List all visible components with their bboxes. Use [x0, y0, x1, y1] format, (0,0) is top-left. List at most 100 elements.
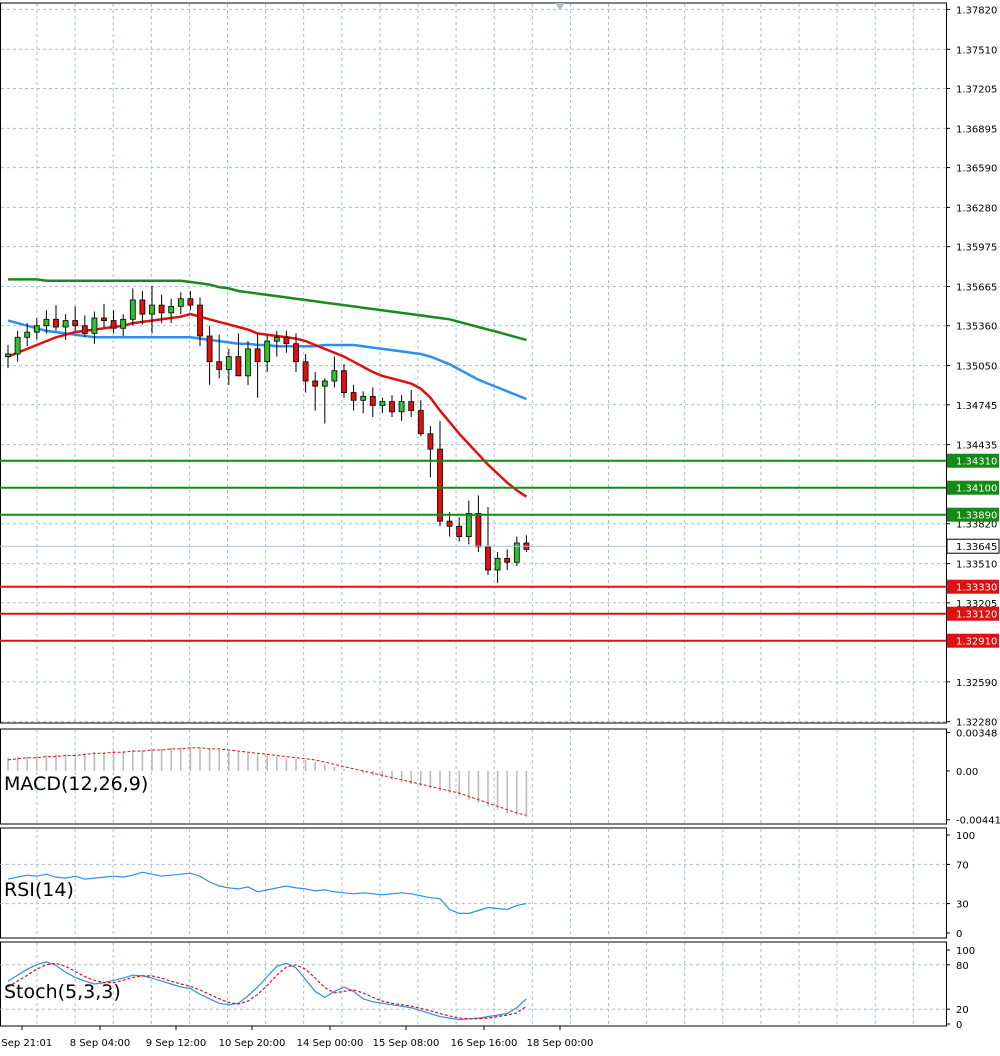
price-tick-label: 1.36280 — [956, 203, 997, 214]
rsi-tick-label: 100 — [956, 831, 975, 842]
support-badge — [947, 606, 999, 621]
price-tick-label: 1.36590 — [956, 164, 997, 175]
price-tick-label: 1.34435 — [956, 441, 997, 452]
time-tick-label: 16 Sep 16:00 — [451, 1038, 518, 1049]
price-tick-label: 1.37510 — [956, 45, 997, 56]
support-badge — [947, 579, 999, 594]
rsi-line — [7, 871, 527, 915]
candle-bullish — [62, 320, 69, 328]
candle-bearish — [312, 380, 319, 387]
candle-bullish — [43, 318, 50, 327]
price-tick-label: 1.33820 — [956, 520, 997, 531]
candle-bearish — [72, 320, 79, 327]
rsi-panel — [0, 863, 946, 915]
price-tick-label: 1.34745 — [956, 401, 997, 412]
resistance-badge — [947, 453, 999, 468]
candle-bullish — [331, 370, 338, 382]
candle-bearish — [53, 318, 59, 328]
candle-bearish — [254, 348, 261, 363]
price-tick-label: 1.33205 — [956, 599, 997, 610]
candle-bullish — [129, 299, 136, 320]
ma-green-line — [8, 278, 527, 342]
candle-bullish — [513, 542, 520, 563]
price-tick-label: 1.37205 — [956, 85, 997, 96]
time-tick-label: 5 Sep 21:01 — [0, 1038, 52, 1049]
time-tick-label: 14 Sep 00:00 — [297, 1038, 364, 1049]
candle-bullish — [360, 396, 367, 401]
candle-bullish — [120, 318, 127, 329]
candle-bullish — [321, 380, 328, 387]
candle-bearish — [293, 343, 299, 363]
candle-bearish — [158, 304, 165, 314]
macd-tick-label: 0.00348 — [956, 729, 997, 740]
stoch-tick-label: 20 — [956, 1005, 969, 1016]
candle-bearish — [341, 370, 347, 393]
candle-bullish — [24, 331, 31, 338]
price-panel — [0, 3, 946, 642]
macd-panel — [7, 746, 528, 818]
candle-bearish — [350, 392, 357, 401]
candle-bullish — [5, 353, 11, 357]
price-tick-label: 1.35975 — [956, 243, 997, 254]
candle-bearish — [456, 525, 463, 537]
candle-bearish — [187, 298, 194, 306]
price-tick-label: 1.32590 — [956, 678, 997, 689]
stoch-tick-label: 0 — [956, 1020, 962, 1031]
candle-bearish — [206, 335, 213, 363]
current-price-badge — [946, 538, 1000, 554]
resistance-badge — [947, 480, 999, 495]
price-tick-label: 1.35665 — [956, 283, 997, 294]
stoch-d-line — [7, 962, 527, 1020]
candle-bearish — [139, 299, 146, 315]
pane-frame-rsi — [0, 827, 947, 939]
candle-bearish — [408, 401, 415, 411]
candle-bullish — [14, 336, 21, 355]
candle-bullish — [177, 298, 184, 307]
price-tick-label: 1.35360 — [956, 322, 997, 333]
time-tick-label: 10 Sep 20:00 — [219, 1038, 286, 1049]
candle-bullish — [264, 340, 271, 363]
candle-bearish — [417, 410, 424, 435]
rsi-tick-label: 0 — [956, 929, 962, 940]
candle-bearish — [235, 356, 242, 377]
candle-bearish — [427, 433, 434, 450]
pane-frame-price — [0, 2, 947, 724]
time-tick-label: 9 Sep 12:00 — [146, 1038, 206, 1049]
shift-marker-icon — [555, 3, 565, 10]
price-tick-label: 1.35050 — [956, 362, 997, 373]
macd-signal-line — [7, 747, 527, 816]
resistance-label: 1.33890 — [956, 511, 997, 522]
candle-bearish — [485, 546, 491, 571]
candle-bearish — [110, 320, 117, 329]
pane-frame-macd — [0, 728, 947, 825]
candle-bullish — [168, 306, 175, 314]
price-tick-label: 1.33510 — [956, 560, 997, 571]
support-label: 1.32910 — [956, 637, 997, 648]
candle-bearish — [446, 520, 453, 527]
candle-bullish — [245, 348, 251, 377]
candle-bullish — [465, 513, 472, 537]
candle-bullish — [225, 356, 232, 370]
candle-bullish — [379, 401, 386, 406]
time-tick-label: 8 Sep 04:00 — [70, 1038, 130, 1049]
support-badge — [947, 633, 999, 648]
time-tick-label: 18 Sep 00:00 — [527, 1038, 594, 1049]
macd-tick-label: 0.00 — [956, 767, 978, 778]
candle-bearish — [369, 396, 376, 406]
support-label: 1.33120 — [956, 610, 997, 621]
candle-bullish — [494, 558, 501, 571]
stoch-k-line — [7, 961, 527, 1021]
stoch-panel — [0, 961, 946, 1021]
stoch-tick-label: 80 — [956, 961, 969, 972]
candle-bearish — [437, 448, 443, 522]
resistance-badge — [947, 507, 999, 522]
rsi-label: RSI(14) — [4, 879, 74, 901]
stoch-tick-label: 100 — [956, 946, 975, 957]
candle-bearish — [81, 325, 88, 334]
candle-bearish — [216, 361, 223, 370]
support-label: 1.33330 — [956, 583, 997, 594]
candle-bullish — [149, 304, 155, 315]
candle-bearish — [389, 401, 395, 413]
rsi-tick-label: 70 — [956, 860, 969, 871]
